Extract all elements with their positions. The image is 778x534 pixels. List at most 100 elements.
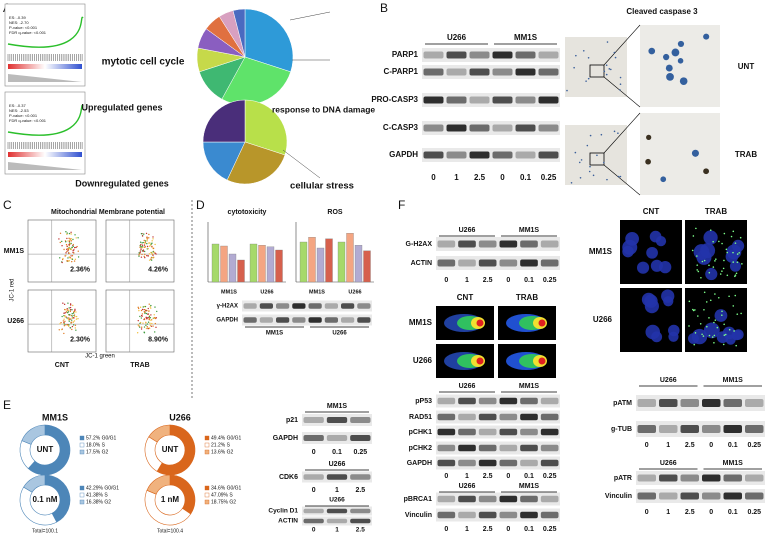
event <box>64 315 65 316</box>
label: 1 <box>465 526 469 533</box>
label: B <box>380 1 388 15</box>
foci <box>712 336 714 338</box>
foci <box>704 291 706 293</box>
label: Vinculin <box>605 493 632 500</box>
label: 0.1 <box>728 442 738 449</box>
event <box>68 307 69 308</box>
foci <box>735 274 737 276</box>
event <box>152 255 153 256</box>
event <box>148 308 149 309</box>
band <box>341 303 354 309</box>
cell <box>573 67 575 69</box>
event <box>66 234 67 235</box>
band <box>438 496 456 503</box>
event <box>141 233 142 234</box>
event <box>149 316 150 317</box>
event <box>143 249 144 250</box>
band <box>458 460 476 467</box>
label: U266 <box>329 497 345 504</box>
band <box>438 414 456 421</box>
nucleus <box>700 243 715 258</box>
label: 2.5 <box>355 487 365 494</box>
label: 2.5 <box>483 473 493 480</box>
band <box>458 496 476 503</box>
label: cytotoxicity <box>228 209 267 216</box>
band <box>681 425 700 433</box>
event <box>73 312 74 313</box>
event <box>146 237 147 238</box>
label: U266 <box>660 377 677 384</box>
label: U266 <box>348 289 361 295</box>
label: F <box>398 198 405 212</box>
foci <box>726 249 728 251</box>
band <box>681 493 700 500</box>
band <box>541 414 559 421</box>
band <box>438 445 456 452</box>
event <box>146 243 147 244</box>
rank-bar <box>8 152 82 157</box>
label: 41.38% S <box>86 492 108 498</box>
event <box>68 311 69 312</box>
band <box>493 69 513 76</box>
foci <box>717 327 719 329</box>
foci <box>737 261 739 263</box>
band <box>470 125 490 132</box>
cell <box>680 77 688 85</box>
event <box>65 312 66 313</box>
event <box>64 323 65 324</box>
label: 18.75% G2 <box>211 499 236 505</box>
foci <box>714 335 716 337</box>
band <box>638 475 657 482</box>
event <box>65 316 66 317</box>
legend-swatch <box>205 450 209 454</box>
event <box>154 244 155 245</box>
band <box>304 474 324 480</box>
event <box>67 232 68 233</box>
band <box>520 260 538 267</box>
event <box>144 244 145 245</box>
legend-swatch <box>80 450 84 454</box>
foci <box>694 309 696 311</box>
bar <box>300 242 307 282</box>
event <box>72 239 73 240</box>
event <box>151 240 152 241</box>
label: pCHK1 <box>409 429 432 436</box>
nucleus <box>730 261 741 272</box>
nucleus <box>731 330 741 340</box>
foci <box>728 295 730 297</box>
event <box>74 234 75 235</box>
band <box>516 69 536 76</box>
band <box>520 398 538 405</box>
band <box>438 398 456 405</box>
event <box>65 252 66 253</box>
event <box>68 310 69 311</box>
band <box>470 97 490 104</box>
label: G-H2AX <box>406 241 433 248</box>
band <box>541 260 559 267</box>
foci <box>729 329 731 331</box>
band <box>350 509 370 514</box>
foci <box>713 342 715 344</box>
label: pATR <box>614 475 632 482</box>
label: 1 nM <box>161 495 180 504</box>
cell <box>575 55 577 57</box>
band <box>493 52 513 59</box>
event <box>68 249 69 250</box>
cell <box>601 134 603 136</box>
event <box>68 238 69 239</box>
event <box>71 329 72 330</box>
band <box>479 414 497 421</box>
cell <box>606 74 608 76</box>
foci <box>732 261 734 263</box>
foci <box>725 334 727 336</box>
cell <box>703 168 709 174</box>
event <box>66 251 67 252</box>
band <box>458 512 476 519</box>
band <box>500 241 518 248</box>
event <box>147 238 148 239</box>
band <box>244 303 257 309</box>
event <box>150 319 151 320</box>
event <box>155 253 156 254</box>
band <box>541 496 559 503</box>
nucleus <box>692 329 707 344</box>
